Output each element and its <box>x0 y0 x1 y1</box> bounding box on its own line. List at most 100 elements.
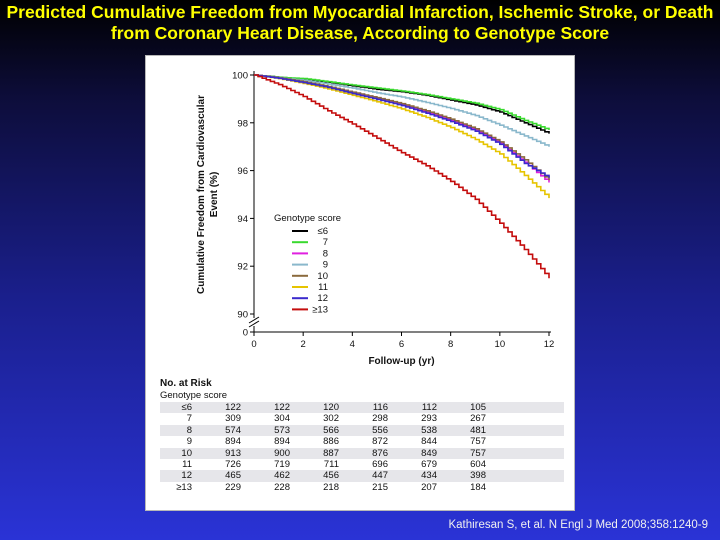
legend-entry-3: 9 <box>323 260 328 271</box>
risk-table-row: 7 309 304 302 298 293 267 <box>160 413 564 424</box>
risk-cell: 872 <box>372 436 388 448</box>
risk-row-label: 10 <box>181 447 192 459</box>
risk-cell: 229 <box>225 481 241 493</box>
risk-table-row: 8 574 573 566 556 538 481 <box>160 424 564 437</box>
series-line-1 <box>254 74 550 130</box>
risk-cell: 434 <box>421 470 437 482</box>
risk-cell: 726 <box>225 458 241 470</box>
x-tick-label: 6 <box>399 339 404 350</box>
y-tick-label: 100 <box>232 71 248 82</box>
risk-cell: 887 <box>323 447 339 459</box>
y-tick-label: 94 <box>237 214 248 225</box>
legend-entry-7: ≥13 <box>312 304 328 315</box>
risk-cell: 456 <box>323 470 339 482</box>
risk-cell: 719 <box>274 458 290 470</box>
x-axis-label: Follow-up (yr) <box>368 356 434 367</box>
risk-cell: 913 <box>225 447 241 459</box>
x-tick-label: 12 <box>544 339 555 350</box>
risk-row-label: 8 <box>186 424 192 436</box>
risk-cell: 462 <box>274 470 290 482</box>
y-tick-label: 96 <box>237 166 248 177</box>
risk-cell: 112 <box>421 402 437 413</box>
x-tick-label: 10 <box>495 339 506 350</box>
risk-cell: 218 <box>323 481 339 493</box>
risk-cell: 184 <box>470 481 486 493</box>
risk-row-label: ≤6 <box>181 402 193 413</box>
risk-row-label: ≥13 <box>176 481 192 493</box>
risk-row-label: 7 <box>186 413 192 425</box>
risk-cell: 849 <box>421 447 437 459</box>
risk-table-row: 12 465 462 456 447 434 398 <box>160 470 564 482</box>
risk-cell: 207 <box>421 481 437 493</box>
series-line-5 <box>254 74 550 199</box>
risk-cell: 757 <box>470 436 486 448</box>
legend-entry-1: 7 <box>323 237 328 248</box>
risk-table-row: ≥13 229 228 218 215 207 184 <box>160 482 564 493</box>
risk-table-row: 11 726 719 711 696 679 604 <box>160 459 564 470</box>
risk-table-heading: No. at Risk <box>160 378 212 389</box>
legend-entry-6: 12 <box>317 293 328 304</box>
legend-entry-5: 11 <box>318 282 328 293</box>
citation: Kathiresan S, et al. N Engl J Med 2008;3… <box>448 519 708 531</box>
risk-cell: 679 <box>421 458 437 470</box>
risk-table-row: 10 913 900 887 876 849 757 <box>160 447 564 459</box>
risk-cell: 573 <box>274 424 290 436</box>
risk-cell: 574 <box>225 424 241 436</box>
risk-row-label: 11 <box>182 458 192 470</box>
y-zero-label: 0 <box>243 328 248 339</box>
x-tick-label: 2 <box>301 339 306 350</box>
series-line-3 <box>254 74 550 147</box>
x-tick-label: 4 <box>350 339 355 350</box>
risk-table-row: ≤6 122 122 120 116 112 105 <box>160 402 564 414</box>
risk-row-label: 12 <box>181 470 192 482</box>
risk-cell: 696 <box>372 458 388 470</box>
axis-break-mark <box>248 316 260 324</box>
risk-cell: 447 <box>372 470 388 482</box>
risk-cell: 844 <box>421 436 437 448</box>
y-tick-label: 92 <box>237 262 248 273</box>
risk-cell: 116 <box>372 402 388 413</box>
y-tick-label: 90 <box>237 310 248 321</box>
x-tick-label: 8 <box>448 339 453 350</box>
legend-entry-2: 8 <box>323 248 328 259</box>
risk-cell: 900 <box>274 447 290 459</box>
risk-cell: 309 <box>225 413 241 425</box>
risk-cell: 886 <box>323 436 339 448</box>
risk-cell: 267 <box>470 413 486 425</box>
risk-cell: 122 <box>274 402 290 413</box>
risk-cell: 604 <box>470 458 486 470</box>
risk-cell: 876 <box>372 447 388 459</box>
y-axis-label: Cumulative Freedom from Cardiovascular Ev… <box>196 95 220 294</box>
risk-cell: 556 <box>372 424 388 436</box>
legend-entry-4: 10 <box>317 271 328 282</box>
axis-break-mark <box>248 320 260 328</box>
risk-cell: 215 <box>372 481 388 493</box>
risk-cell: 481 <box>470 424 486 436</box>
risk-cell: 894 <box>225 436 241 448</box>
risk-cell: 398 <box>470 470 486 482</box>
risk-cell: 711 <box>323 458 339 470</box>
risk-cell: 105 <box>470 402 486 413</box>
risk-table-subheading: Genotype score <box>160 390 228 401</box>
risk-cell: 894 <box>274 436 290 448</box>
slide-title: Predicted Cumulative Freedom from Myocar… <box>6 2 714 43</box>
risk-cell: 538 <box>421 424 437 436</box>
risk-table: No. at Risk Genotype score ≤6 122 122 120 11… <box>160 378 564 493</box>
legend-entry-0: ≤6 <box>318 226 329 237</box>
risk-cell: 298 <box>372 413 388 425</box>
risk-cell: 757 <box>470 447 486 459</box>
risk-cell: 304 <box>274 413 290 425</box>
series-line-7 <box>254 74 550 279</box>
risk-cell: 302 <box>323 413 339 425</box>
legend-title: Genotype score <box>274 213 341 224</box>
risk-cell: 293 <box>421 413 437 425</box>
risk-table-row: 9 894 894 886 872 844 757 <box>160 436 564 447</box>
series-line-6 <box>254 74 550 178</box>
risk-cell: 465 <box>225 470 241 482</box>
risk-table-rows: ≤6 122 122 120 116 112 105 7 309 304 302 298 293 267 8… <box>160 402 564 493</box>
y-tick-label: 98 <box>237 118 248 129</box>
risk-cell: 122 <box>225 402 241 413</box>
risk-cell: 228 <box>274 481 290 493</box>
x-tick-label: 0 <box>251 339 256 350</box>
